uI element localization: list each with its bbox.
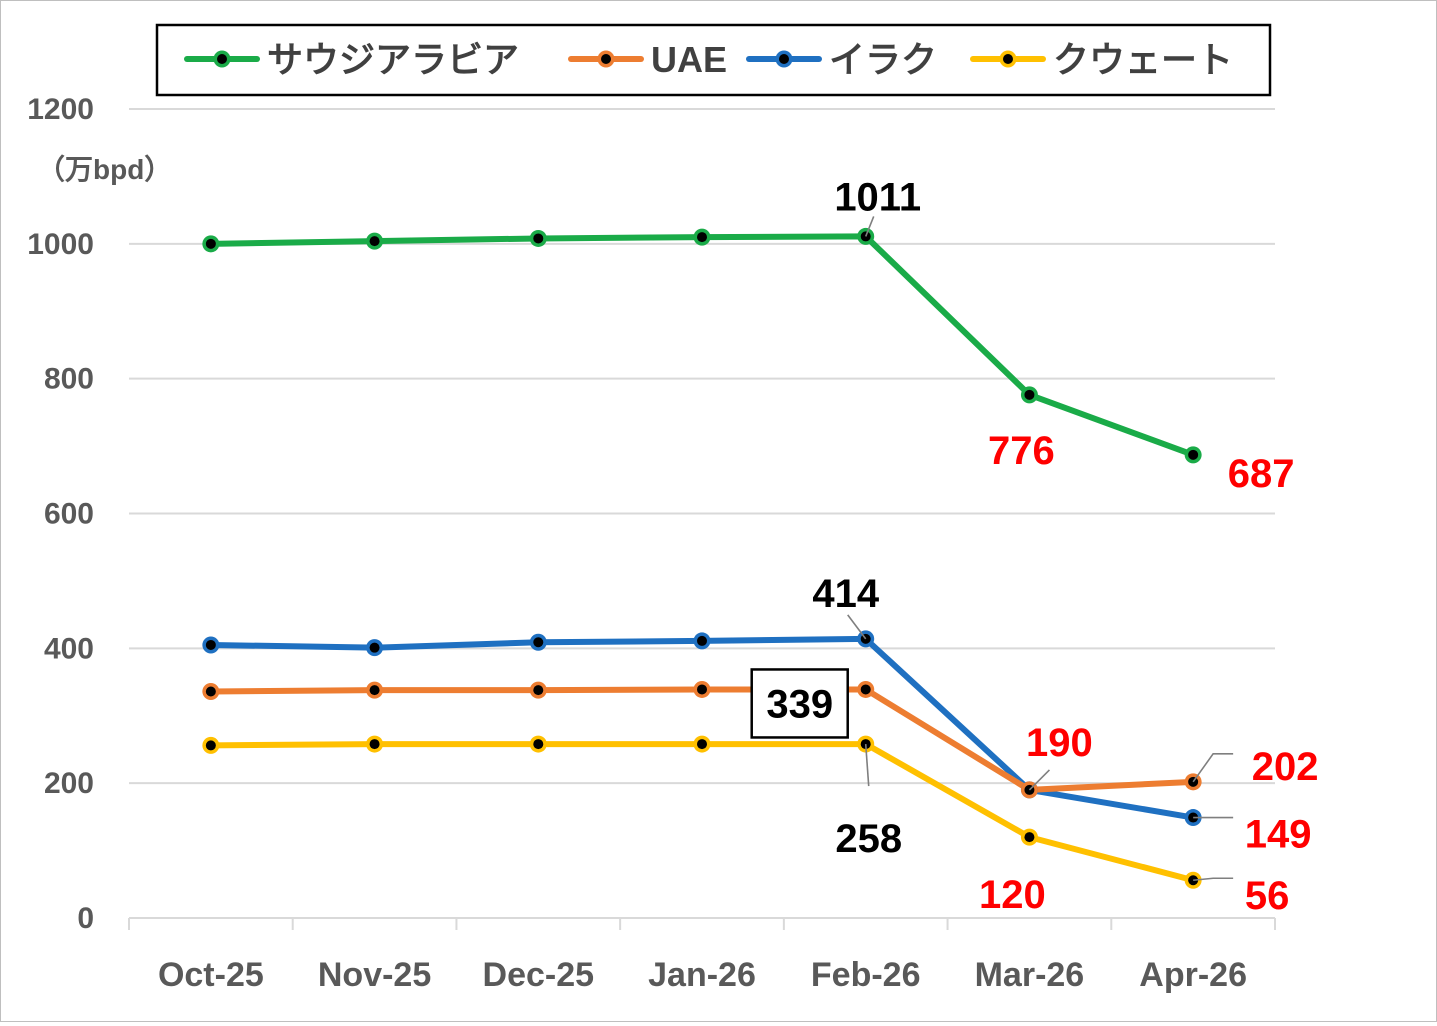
data-point	[860, 684, 871, 695]
data-point	[697, 232, 707, 243]
data-point	[369, 642, 380, 653]
legend-label: クウェート	[1053, 39, 1233, 80]
data-label-box	[750, 668, 849, 739]
legend-swatch-marker	[217, 54, 227, 64]
x-tick-label: Nov-25	[318, 956, 431, 994]
data-label: 414	[812, 572, 879, 616]
data-point	[533, 233, 544, 244]
data-point	[1024, 389, 1035, 400]
data-label: 258	[835, 817, 902, 861]
leader-line	[1192, 753, 1234, 783]
legend-swatch-marker	[779, 54, 789, 64]
y-tick-label: 0	[77, 902, 94, 935]
leader-line	[847, 614, 867, 640]
x-tick-label: Dec-25	[483, 956, 595, 994]
x-tick-label: Jan-26	[648, 956, 756, 994]
x-tick-label: Feb-26	[811, 956, 921, 994]
y-unit-label: （万bpd）	[37, 153, 172, 185]
data-point	[697, 684, 707, 695]
data-point	[205, 639, 216, 650]
data-point	[533, 637, 544, 648]
y-axis: 0 200 400 600 800 1000 1200	[27, 93, 94, 935]
data-point	[697, 739, 707, 750]
data-point	[369, 739, 380, 750]
data-label: 776	[988, 429, 1055, 473]
series-lines	[202, 227, 1202, 889]
legend-label: サウジアラビア	[267, 39, 519, 80]
y-tick-label: 400	[44, 632, 94, 665]
data-point	[369, 685, 380, 696]
data-point	[533, 739, 544, 750]
legend-label: イラク	[829, 39, 937, 80]
legend-swatch-marker	[1003, 54, 1013, 64]
legend-label: UAE	[651, 39, 727, 80]
y-tick-label: 200	[44, 767, 94, 800]
data-point	[1188, 449, 1199, 460]
leader-line	[1028, 769, 1050, 791]
data-point	[533, 685, 544, 696]
data-point	[697, 635, 707, 646]
data-label: 687	[1228, 452, 1295, 496]
leader-line	[1193, 877, 1234, 882]
legend-box	[155, 23, 1272, 97]
data-label: 56	[1245, 874, 1290, 918]
data-point	[205, 740, 216, 751]
data-label: 339	[766, 682, 833, 726]
x-tick-label: Apr-26	[1139, 956, 1247, 994]
y-tick-label: 600	[44, 498, 94, 531]
leader-line	[864, 216, 875, 237]
y-tick-label: 800	[44, 363, 94, 396]
leader-line	[864, 744, 870, 787]
x-axis: Oct-25 Nov-25 Dec-25 Jan-26 Feb-26 Mar-26 Apr-…	[128, 917, 1276, 994]
y-tick-label: 1200	[27, 93, 94, 126]
x-tick-label: Oct-25	[158, 956, 264, 994]
data-label: 120	[979, 873, 1046, 917]
data-label: 1011	[834, 175, 921, 219]
data-label: 190	[1026, 721, 1093, 765]
y-tick-label: 1000	[27, 228, 94, 261]
data-label: 202	[1252, 745, 1319, 789]
series-line	[207, 233, 1197, 458]
legend: サウジアラビア UAE イラク クウェート	[155, 23, 1272, 97]
x-tick-label: Mar-26	[975, 956, 1085, 994]
data-label: 149	[1245, 813, 1312, 857]
data-labels: 1011 776 687 414 339 258 190 202 149 120 56	[750, 175, 1319, 918]
data-point	[369, 236, 380, 247]
data-point	[205, 686, 216, 697]
data-point	[1024, 832, 1035, 843]
data-point	[205, 238, 216, 249]
legend-swatch-marker	[601, 54, 611, 64]
